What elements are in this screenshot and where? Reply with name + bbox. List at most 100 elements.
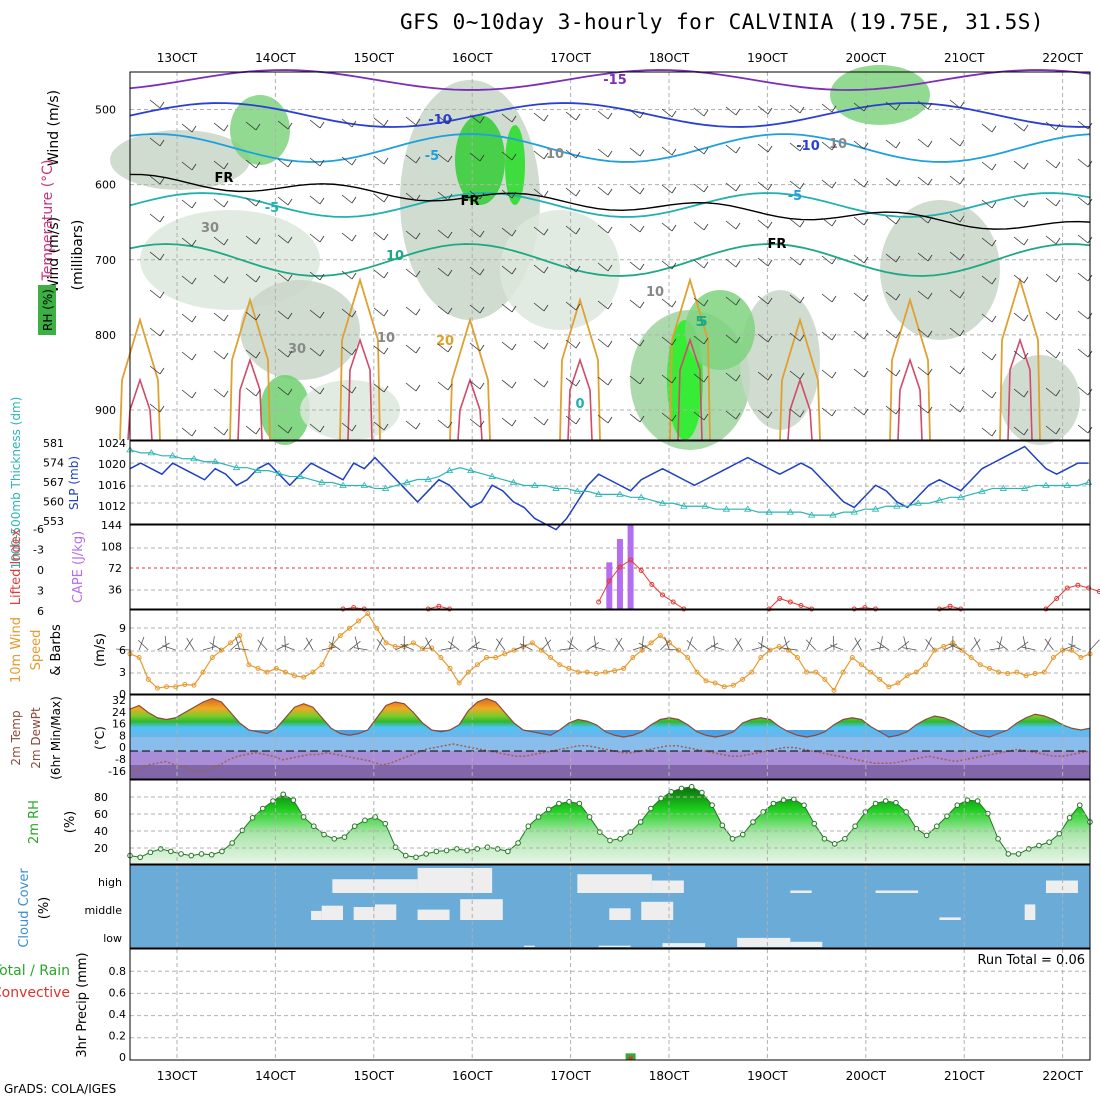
wind-barb <box>277 234 289 244</box>
wind-barb <box>341 194 353 204</box>
wind-barb <box>309 271 321 281</box>
wind-barb <box>533 378 545 388</box>
wind-barb <box>277 196 289 206</box>
wind-barb <box>341 422 353 432</box>
rh-point <box>668 788 675 795</box>
wind-barb <box>479 268 485 276</box>
wind-barb <box>1055 427 1061 435</box>
wind-barb <box>927 102 933 110</box>
rh-shading <box>240 280 360 380</box>
wind-barb <box>191 239 197 247</box>
wind-barb <box>544 636 551 651</box>
wind-barb <box>181 275 193 285</box>
wind-barb <box>447 383 453 391</box>
wind-barb <box>415 270 421 278</box>
rh-point <box>423 851 429 857</box>
wind-barb <box>970 639 981 651</box>
cloud-block <box>524 945 535 947</box>
contour-label: 20 <box>436 334 454 349</box>
contour-label: -10 <box>428 113 452 128</box>
wind-barb <box>328 641 341 651</box>
wind-speed-point <box>968 654 974 660</box>
wind-speed-point <box>209 654 215 660</box>
rh-point <box>739 831 746 838</box>
wind-barb <box>533 264 545 274</box>
wind-barb <box>1077 310 1089 320</box>
wind-barb <box>981 427 993 437</box>
wind-barb <box>927 178 933 186</box>
wind-barb <box>479 420 485 428</box>
wind-speed-point <box>822 676 828 682</box>
wind-barb <box>927 406 933 414</box>
cloud-block <box>651 880 684 893</box>
thickness-point <box>1084 478 1093 485</box>
wind-barb <box>1045 197 1057 207</box>
rh-point <box>178 851 184 857</box>
wind-barb <box>639 377 645 385</box>
wind-barb <box>799 106 805 114</box>
wind-barb <box>186 637 195 651</box>
wind-barb <box>757 409 769 419</box>
cloud-block <box>460 899 503 920</box>
panel-frame <box>129 71 1091 441</box>
rh-point <box>239 827 246 834</box>
wind-barb <box>725 258 737 268</box>
wind-barb <box>277 424 289 434</box>
wind-speed-point <box>740 676 746 682</box>
wind-barb <box>629 375 641 385</box>
rh-point <box>596 829 603 835</box>
thickness-point <box>509 478 518 485</box>
wind-barb <box>789 218 801 228</box>
wind-tick: 9 <box>119 622 126 635</box>
wind-barb <box>565 225 577 235</box>
rh-point <box>893 799 899 806</box>
wind-barb <box>373 231 385 241</box>
wind-barb <box>597 262 609 272</box>
thickness-point <box>807 511 816 518</box>
wind-barb <box>559 647 574 651</box>
isotherm-warm <box>347 337 373 441</box>
wind-barb <box>213 122 225 132</box>
wind-barb <box>309 119 321 129</box>
wind-barb <box>863 370 869 378</box>
thickness-point <box>403 478 411 485</box>
wind-barb <box>959 367 965 375</box>
wind-barb <box>191 315 197 323</box>
wind-barb <box>543 380 549 388</box>
wind-barb <box>373 269 385 279</box>
top-time-label: 18OCT <box>649 51 690 65</box>
rh-point <box>780 797 787 803</box>
wind-barb <box>181 313 193 323</box>
wind-barb <box>799 296 805 304</box>
wind-barb <box>447 421 453 429</box>
thickness-line <box>129 449 1089 516</box>
wind-barb <box>767 297 773 305</box>
wind-speed-point <box>776 644 782 650</box>
wind-barb <box>757 371 769 381</box>
wind-barb <box>735 412 741 420</box>
wind-barb <box>277 386 289 396</box>
wind-speed-point <box>630 654 636 660</box>
wind-barb <box>181 389 193 399</box>
rh-point <box>617 836 624 842</box>
bottom-time-label: 16OCT <box>452 1069 493 1083</box>
temp-tick: 0 <box>119 741 126 754</box>
slp-tick: 1012 <box>98 500 126 513</box>
wind-label-3: & Barbs <box>49 624 64 676</box>
wind-barb <box>991 429 997 437</box>
wind-barb <box>805 639 817 651</box>
wind-barb <box>565 415 577 425</box>
wind-barb <box>831 143 837 151</box>
freezing-level <box>129 173 1091 230</box>
wind-barb <box>245 159 257 169</box>
wind-barb <box>877 641 890 651</box>
wind-barb <box>330 636 335 651</box>
wind-barb <box>351 158 357 166</box>
wind-barb <box>879 636 883 651</box>
wind-barb <box>287 160 293 168</box>
wind-barb <box>255 123 261 131</box>
wind-barb <box>469 380 481 390</box>
wind-barb <box>277 272 289 282</box>
wind-speed-point <box>502 651 508 657</box>
